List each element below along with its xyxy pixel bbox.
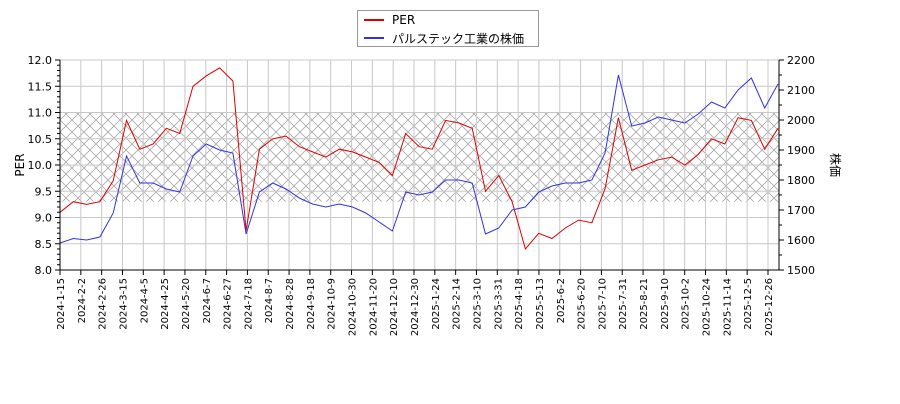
left-tick-label: 10.0 (28, 159, 53, 172)
x-tick-label: 2024-3-15 (119, 278, 130, 330)
right-tick-label: 1700 (787, 204, 815, 217)
right-tick-label: 2100 (787, 84, 815, 97)
x-tick-label: 2025-3-31 (493, 278, 504, 330)
left-tick-label: 12.0 (28, 54, 53, 67)
x-tick-label: 2024-7-18 (243, 278, 254, 330)
right-tick-label: 1500 (787, 264, 815, 277)
x-tick-label: 2024-12-10 (389, 278, 400, 336)
right-tick-label: 1600 (787, 234, 815, 247)
legend-swatch-per (364, 19, 384, 21)
x-tick-label: 2025-5-13 (535, 278, 546, 330)
x-tick-label: 2024-10-30 (348, 278, 359, 336)
legend-label-stock-price: パルステック工業の株価 (392, 31, 525, 46)
x-axis-ticks: 2024-1-15 2024-2-2 2024-2-26 2024-3-15 2024-… (56, 270, 775, 336)
x-tick-label: 2024-4-5 (139, 278, 150, 323)
x-tick-label: 2024-5-20 (181, 278, 192, 330)
left-tick-label: 8.5 (35, 238, 53, 251)
x-tick-label: 2024-11-20 (368, 278, 379, 336)
left-y-axis-ticks: 8.0 8.5 9.0 9.5 10.0 10.5 11.0 11.5 12.0 (28, 54, 60, 277)
x-tick-label: 2025-12-5 (743, 278, 754, 330)
x-tick-label: 2024-1-15 (56, 278, 67, 330)
legend-item-per: PER (364, 12, 415, 28)
x-tick-label: 2024-12-30 (410, 278, 421, 336)
per-line (59, 67, 779, 251)
x-tick-label: 2024-2-2 (77, 278, 88, 323)
legend-label-per: PER (392, 13, 416, 27)
x-tick-label: 2025-8-21 (639, 278, 650, 330)
right-tick-label: 1800 (787, 174, 815, 187)
x-tick-label: 2025-4-18 (514, 278, 525, 330)
x-tick-label: 2025-7-10 (597, 278, 608, 330)
series-lines (59, 67, 779, 251)
left-tick-label: 9.0 (35, 212, 53, 225)
right-y-axis-ticks: 1500 1600 1700 1800 1900 2000 2100 2200 (779, 54, 815, 277)
left-tick-label: 8.0 (35, 264, 53, 277)
right-axis-label: 株価 (828, 153, 843, 177)
right-tick-label: 2000 (787, 114, 815, 127)
x-tick-label: 2025-3-10 (473, 278, 484, 330)
right-tick-label: 1900 (787, 144, 815, 157)
x-tick-label: 2024-2-26 (98, 278, 109, 330)
stock-price-line (59, 74, 779, 244)
x-tick-label: 2025-10-24 (702, 278, 713, 336)
x-tick-label: 2024-10-9 (327, 278, 338, 330)
left-tick-label: 11.0 (28, 107, 53, 120)
shaded-band (60, 112, 779, 202)
x-tick-label: 2025-1-24 (431, 278, 442, 330)
left-tick-label: 11.5 (28, 80, 53, 93)
x-tick-label: 2025-10-2 (681, 278, 692, 330)
x-tick-label: 2025-11-14 (722, 278, 733, 336)
x-tick-label: 2025-6-2 (556, 278, 567, 323)
left-tick-label: 9.5 (35, 185, 53, 198)
x-tick-label: 2024-9-18 (306, 278, 317, 330)
grid-lines (59, 59, 779, 271)
x-tick-label: 2024-8-28 (285, 278, 296, 330)
legend-swatch-stock-price (364, 37, 384, 39)
x-tick-label: 2025-6-20 (577, 278, 588, 330)
x-tick-label: 2025-7-31 (618, 278, 629, 330)
legend: PER パルステック工業の株価 (357, 10, 539, 47)
x-tick-label: 2024-6-7 (202, 278, 213, 323)
x-tick-label: 2024-6-27 (223, 278, 234, 330)
right-tick-label: 2200 (787, 54, 815, 67)
left-tick-label: 10.5 (28, 133, 53, 146)
x-tick-label: 2024-4-25 (160, 278, 171, 330)
x-tick-label: 2024-8-7 (264, 278, 275, 323)
left-axis-label: PER (13, 153, 27, 176)
x-tick-label: 2025-9-10 (660, 278, 671, 330)
legend-item-stock-price: パルステック工業の株価 (364, 30, 524, 46)
x-tick-label: 2025-2-14 (452, 278, 463, 330)
x-tick-label: 2025-12-26 (764, 278, 775, 336)
